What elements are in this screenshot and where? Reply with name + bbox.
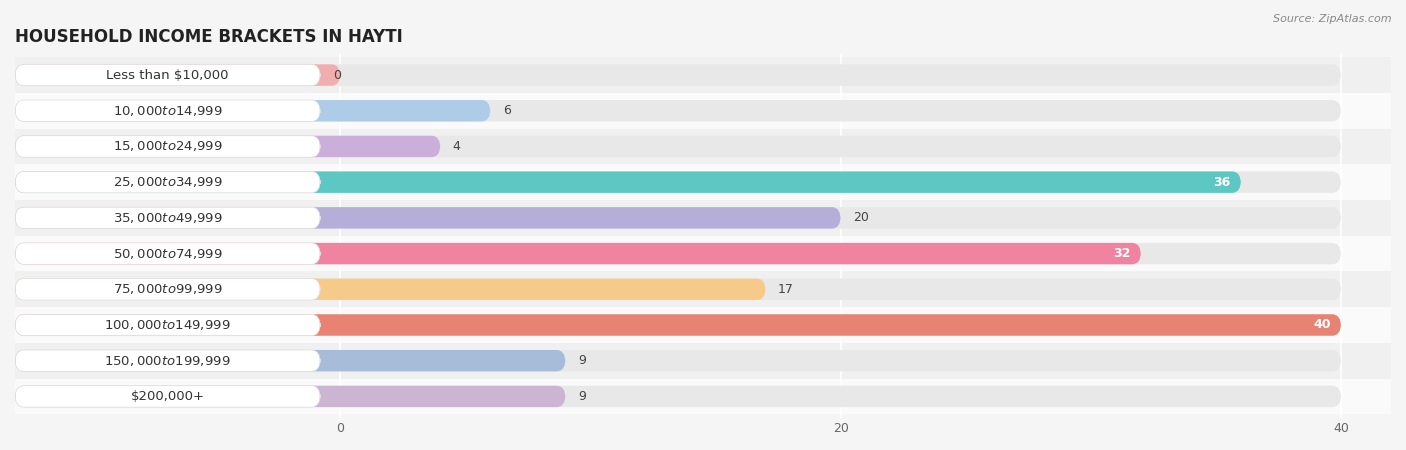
Text: $25,000 to $34,999: $25,000 to $34,999 [112, 175, 222, 189]
FancyBboxPatch shape [15, 100, 1341, 122]
FancyBboxPatch shape [15, 350, 321, 371]
Text: Less than $10,000: Less than $10,000 [107, 68, 229, 81]
FancyBboxPatch shape [15, 279, 321, 300]
Bar [15, 271, 1391, 307]
FancyBboxPatch shape [15, 314, 321, 336]
Bar [15, 129, 1391, 164]
FancyBboxPatch shape [15, 136, 1341, 157]
FancyBboxPatch shape [15, 279, 765, 300]
FancyBboxPatch shape [15, 100, 321, 122]
FancyBboxPatch shape [15, 350, 1341, 371]
FancyBboxPatch shape [15, 314, 1341, 336]
FancyBboxPatch shape [15, 171, 1341, 193]
Text: $200,000+: $200,000+ [131, 390, 205, 403]
Text: 6: 6 [503, 104, 510, 117]
Text: 0: 0 [333, 68, 340, 81]
FancyBboxPatch shape [15, 64, 340, 86]
Bar [15, 378, 1391, 414]
Text: $35,000 to $49,999: $35,000 to $49,999 [112, 211, 222, 225]
Text: 9: 9 [578, 354, 586, 367]
FancyBboxPatch shape [15, 64, 321, 86]
Text: 17: 17 [778, 283, 794, 296]
Text: $50,000 to $74,999: $50,000 to $74,999 [112, 247, 222, 261]
Text: 9: 9 [578, 390, 586, 403]
Bar [15, 200, 1391, 236]
FancyBboxPatch shape [15, 207, 321, 229]
FancyBboxPatch shape [15, 279, 1341, 300]
FancyBboxPatch shape [15, 136, 440, 157]
Bar [15, 236, 1391, 271]
Text: 40: 40 [1313, 319, 1331, 332]
Text: $75,000 to $99,999: $75,000 to $99,999 [112, 282, 222, 296]
FancyBboxPatch shape [15, 243, 321, 264]
Text: HOUSEHOLD INCOME BRACKETS IN HAYTI: HOUSEHOLD INCOME BRACKETS IN HAYTI [15, 28, 402, 46]
Bar [15, 57, 1391, 93]
Text: 36: 36 [1213, 176, 1230, 189]
FancyBboxPatch shape [15, 207, 1341, 229]
FancyBboxPatch shape [15, 386, 321, 407]
FancyBboxPatch shape [15, 314, 1341, 336]
FancyBboxPatch shape [15, 64, 1341, 86]
Text: $15,000 to $24,999: $15,000 to $24,999 [112, 140, 222, 153]
FancyBboxPatch shape [15, 207, 841, 229]
Text: $150,000 to $199,999: $150,000 to $199,999 [104, 354, 231, 368]
FancyBboxPatch shape [15, 100, 491, 122]
Bar [15, 164, 1391, 200]
FancyBboxPatch shape [15, 386, 1341, 407]
Text: $10,000 to $14,999: $10,000 to $14,999 [112, 104, 222, 118]
FancyBboxPatch shape [15, 386, 565, 407]
Text: 32: 32 [1114, 247, 1130, 260]
FancyBboxPatch shape [15, 171, 321, 193]
Text: $100,000 to $149,999: $100,000 to $149,999 [104, 318, 231, 332]
FancyBboxPatch shape [15, 243, 1341, 264]
FancyBboxPatch shape [15, 136, 321, 157]
Bar [15, 93, 1391, 129]
FancyBboxPatch shape [15, 171, 1241, 193]
Bar [15, 343, 1391, 378]
Text: Source: ZipAtlas.com: Source: ZipAtlas.com [1274, 14, 1392, 23]
FancyBboxPatch shape [15, 350, 565, 371]
Text: 4: 4 [453, 140, 461, 153]
Bar [15, 307, 1391, 343]
Text: 20: 20 [853, 212, 869, 225]
FancyBboxPatch shape [15, 243, 1140, 264]
